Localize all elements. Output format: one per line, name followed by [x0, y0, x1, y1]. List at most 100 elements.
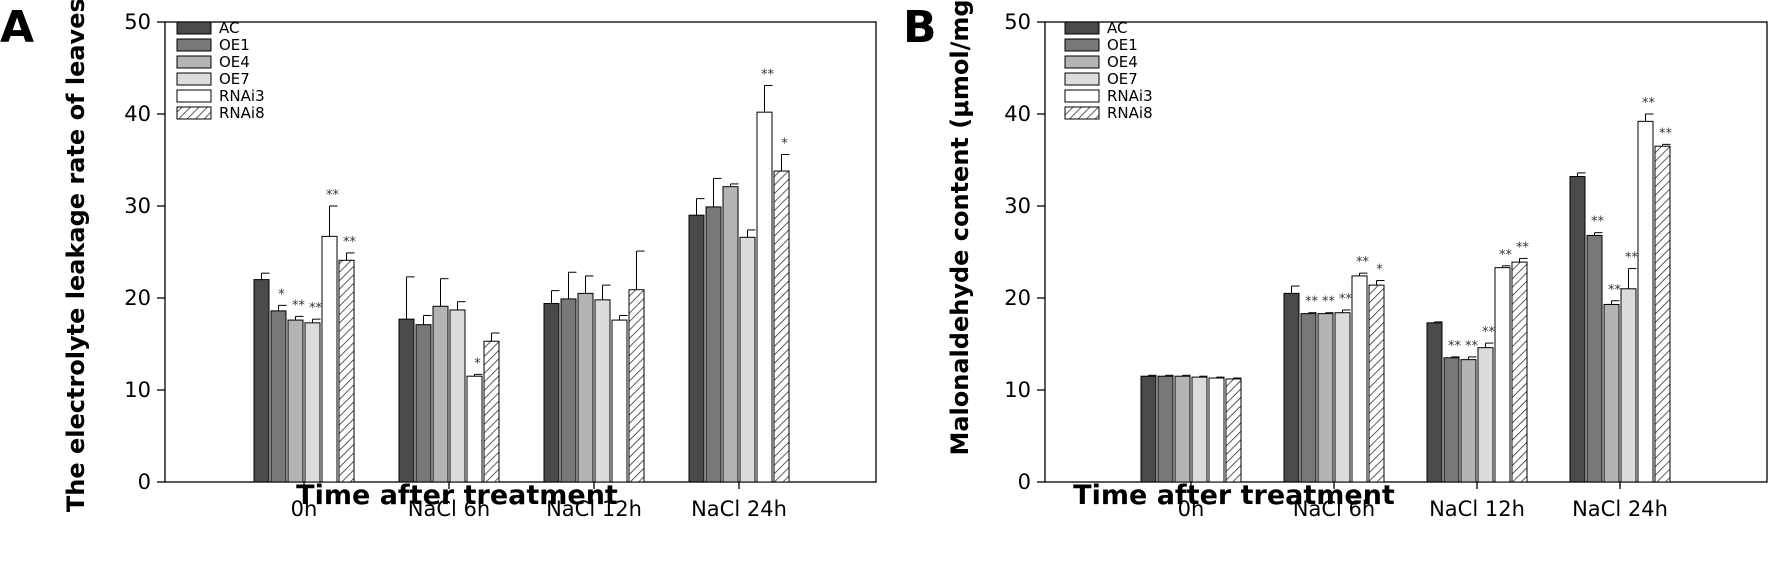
bar-rnai8-a: [483, 340, 500, 483]
bar-rnai3-a: [466, 375, 483, 483]
bar-oe1-b: [1586, 234, 1603, 483]
significance-marker-b: **: [1482, 325, 1496, 340]
y-tick-label-a: 20: [124, 286, 151, 310]
y-tick-label-b: 0: [1018, 470, 1031, 494]
y-tick-label-a: 0: [138, 470, 151, 494]
bar-rnai3-b: [1208, 377, 1225, 483]
significance-marker-b: **: [1339, 292, 1353, 307]
bar-oe7-b: [1620, 288, 1637, 483]
significance-marker-b: **: [1516, 240, 1530, 255]
x-tick-label-b: NaCl 6h: [1293, 497, 1375, 521]
legend-swatch-oe7-a: [176, 72, 212, 86]
bar-rnai8-a: [338, 259, 355, 483]
bar-rnai8-b: [1225, 378, 1242, 483]
significance-marker-a: *: [781, 136, 788, 151]
bar-oe7-a: [594, 299, 611, 483]
bar-ac-a: [688, 214, 705, 483]
legend-label-ac-b: AC: [1107, 19, 1127, 37]
bar-oe4-b: [1460, 359, 1477, 483]
bar-oe1-a: [560, 298, 577, 483]
bar-ac-a: [398, 318, 415, 483]
bar-oe4-b: [1174, 375, 1191, 483]
y-tick-label-a: 50: [124, 10, 151, 34]
bar-rnai3-a: [611, 319, 628, 483]
x-tick-label-a: 0h: [291, 497, 318, 521]
significance-marker-b: **: [1499, 248, 1513, 263]
bar-rnai8-a: [628, 289, 645, 483]
bar-oe1-a: [415, 324, 432, 483]
x-tick-label-b: 0h: [1178, 497, 1205, 521]
legend-label-rnai3-a: RNAi3: [219, 87, 265, 105]
significance-marker-b: **: [1356, 255, 1370, 270]
bar-oe1-b: [1300, 313, 1317, 483]
panel-label-b: B: [903, 2, 937, 53]
significance-marker-b: **: [1625, 251, 1639, 266]
panel-label-a: A: [0, 2, 34, 53]
bar-oe7-b: [1334, 312, 1351, 483]
legend-label-oe1-a: OE1: [219, 36, 250, 54]
bar-rnai8-b: [1654, 145, 1671, 483]
chart-panel-a: A The electrolyte leakage rate of leaves…: [0, 0, 877, 521]
bar-ac-a: [543, 303, 560, 483]
bar-oe4-b: [1317, 313, 1334, 483]
bar-oe1-a: [270, 310, 287, 483]
bar-rnai3-a: [321, 235, 338, 483]
plot-frame-b: [1044, 21, 1768, 483]
plot-frame-a: [164, 21, 877, 483]
y-tick-label-b: 40: [1004, 102, 1031, 126]
significance-marker-a: **: [761, 67, 775, 82]
significance-marker-a: **: [292, 298, 306, 313]
legend-label-oe1-b: OE1: [1107, 36, 1138, 54]
legend-swatch-rnai3-a: [176, 89, 212, 103]
bar-oe1-b: [1443, 357, 1460, 483]
x-tick-label-b: NaCl 12h: [1429, 497, 1525, 521]
legend-swatch-oe7-b: [1064, 72, 1100, 86]
y-tick-label-b: 20: [1004, 286, 1031, 310]
legend-swatch-ac-b: [1064, 21, 1100, 35]
bar-rnai3-a: [756, 111, 773, 483]
y-tick-label-a: 40: [124, 102, 151, 126]
bar-oe4-a: [432, 305, 449, 483]
x-tick-label-a: NaCl 12h: [546, 497, 642, 521]
significance-marker-a: **: [309, 301, 323, 316]
y-tick-label-a: 30: [124, 194, 151, 218]
x-tick-label-a: NaCl 6h: [408, 497, 490, 521]
y-axis-title-a: The electrolyte leakage rate of leaves (…: [62, 0, 90, 512]
legend-swatch-rnai3-b: [1064, 89, 1100, 103]
y-tick-label-b: 30: [1004, 194, 1031, 218]
legend-label-oe4-b: OE4: [1107, 53, 1138, 71]
bar-oe4-a: [287, 319, 304, 483]
bar-oe7-b: [1191, 376, 1208, 483]
y-tick-label-b: 50: [1004, 10, 1031, 34]
legend-swatch-rnai8-b: [1064, 106, 1100, 120]
bar-oe7-a: [739, 236, 756, 483]
bar-ac-b: [1569, 176, 1586, 483]
x-tick-label-b: NaCl 24h: [1572, 497, 1668, 521]
bar-oe4-b: [1603, 303, 1620, 483]
legend-label-rnai8-a: RNAi8: [219, 104, 265, 122]
y-axis-title-b: Malonaldehyde content (μmol/mg): [946, 0, 974, 456]
bar-rnai3-b: [1637, 120, 1654, 483]
y-tick-label-a: 10: [124, 378, 151, 402]
bar-oe1-a: [705, 206, 722, 483]
bar-ac-b: [1283, 292, 1300, 483]
legend-label-oe7-a: OE7: [219, 70, 250, 88]
bar-oe7-b: [1477, 347, 1494, 483]
bar-ac-b: [1140, 375, 1157, 483]
bar-oe7-a: [449, 309, 466, 483]
bar-rnai3-b: [1494, 267, 1511, 483]
bar-rnai8-a: [773, 170, 790, 483]
legend-swatch-ac-a: [176, 21, 212, 35]
significance-marker-b: **: [1659, 126, 1673, 141]
bar-rnai8-b: [1511, 261, 1528, 483]
significance-marker-a: **: [343, 235, 357, 250]
significance-marker-b: **: [1642, 96, 1656, 111]
legend-label-oe4-a: OE4: [219, 53, 250, 71]
legend-label-ac-a: AC: [219, 19, 239, 37]
legend-label-oe7-b: OE7: [1107, 70, 1138, 88]
significance-marker-a: **: [326, 188, 340, 203]
significance-marker-b: *: [1376, 263, 1383, 278]
bar-ac-a: [253, 279, 270, 483]
bar-ac-b: [1426, 322, 1443, 483]
